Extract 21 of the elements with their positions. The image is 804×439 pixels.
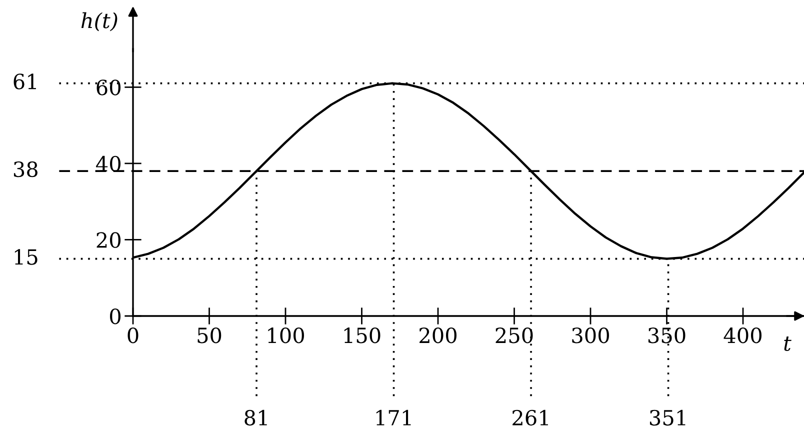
x-tick-label: 0 (128, 327, 138, 344)
x-tick-label: 250 (496, 327, 533, 344)
y-tick-label: 60 (96, 80, 121, 96)
x-axis-title: t (784, 336, 792, 352)
x-tick-label: 200 (420, 327, 456, 344)
ref-line-label: 38 (14, 161, 38, 178)
y-tick-label: 0 (110, 308, 121, 324)
ref-line-label: 15 (14, 249, 38, 265)
y-axis-title: h(t) (81, 12, 118, 32)
ref-line-label: 81 (244, 410, 267, 426)
y-tick-label: 20 (96, 232, 121, 248)
ref-line-label: 261 (512, 410, 548, 426)
ref-line-label: 171 (376, 410, 411, 426)
x-tick-label: 350 (648, 327, 686, 344)
x-tick-label: 400 (724, 327, 762, 344)
x-tick-label: 100 (268, 327, 304, 344)
ref-line-label: 351 (650, 410, 686, 426)
x-tick-label: 150 (344, 327, 380, 344)
x-tick-label: 50 (198, 327, 222, 344)
x-tick-label: 300 (572, 327, 609, 344)
ref-line-label: 61 (14, 74, 36, 90)
